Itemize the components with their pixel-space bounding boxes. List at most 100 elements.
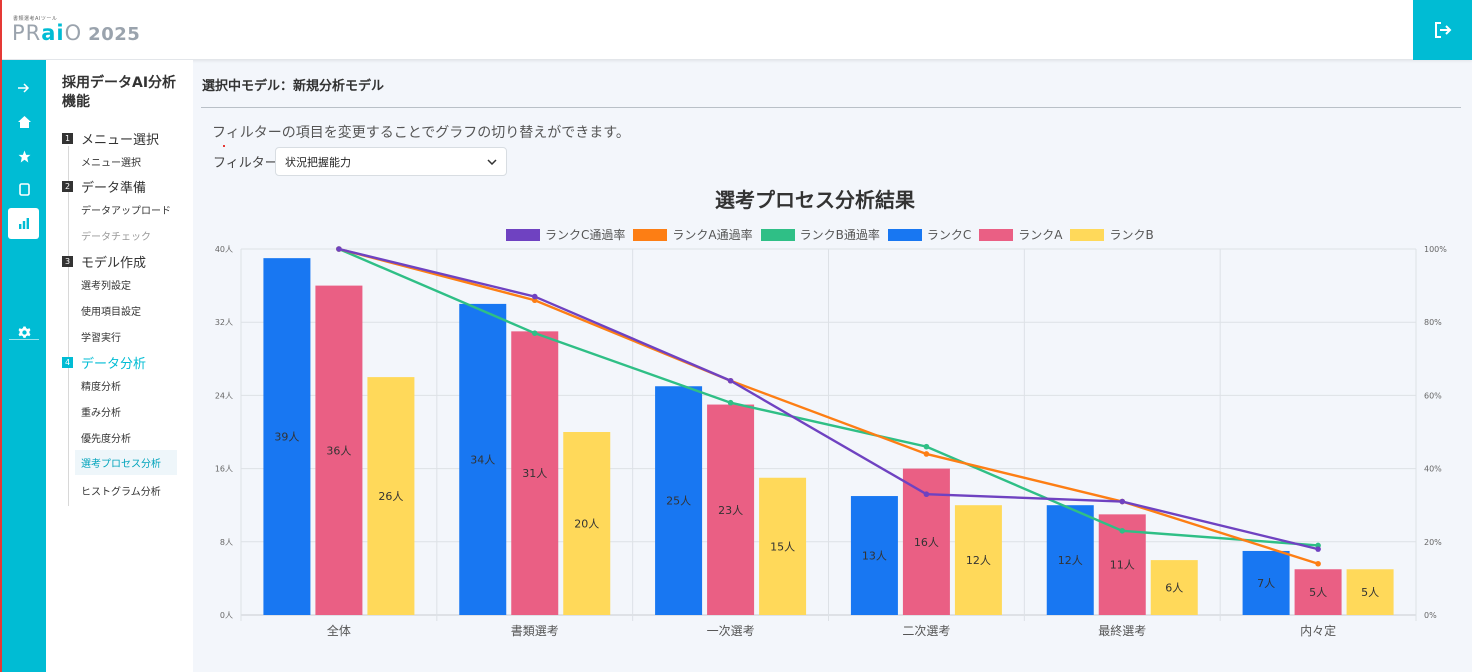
bar bbox=[850, 496, 898, 615]
bar bbox=[367, 377, 415, 615]
series-line bbox=[338, 247, 1319, 551]
bar bbox=[563, 432, 611, 615]
sidebar-item-used-items[interactable]: 使用項目設定 bbox=[81, 307, 141, 318]
legend-label: ランクC通過率 bbox=[545, 228, 626, 242]
y-left-tick-label: 0人 bbox=[220, 611, 233, 620]
y-right-tick-label: 80% bbox=[1424, 318, 1442, 327]
bar bbox=[1242, 550, 1290, 615]
bar-value-label: 15人 bbox=[770, 540, 795, 553]
bar-value-label: 16人 bbox=[914, 536, 939, 549]
bar bbox=[1046, 505, 1094, 615]
legend-item[interactable]: ランクB bbox=[1070, 226, 1154, 243]
section-number: 2 bbox=[62, 181, 73, 192]
sidebar-item-run-training[interactable]: 学習実行 bbox=[81, 333, 121, 344]
legend-swatch bbox=[887, 228, 922, 241]
filter-select[interactable]: 状況把握能力 bbox=[275, 147, 507, 176]
line-point bbox=[1315, 546, 1321, 552]
section-label: データ分析 bbox=[81, 357, 147, 372]
star-icon[interactable] bbox=[2, 143, 46, 169]
chart-title: 選考プロセス分析結果 bbox=[715, 188, 915, 212]
arrow-right-icon[interactable] bbox=[2, 75, 46, 101]
legend-swatch bbox=[506, 228, 540, 241]
line-point bbox=[727, 399, 734, 406]
sidebar-item-accuracy[interactable]: 精度分析 bbox=[81, 382, 121, 393]
bar-value-label: 12人 bbox=[966, 554, 991, 567]
line-point bbox=[336, 246, 342, 252]
series-line bbox=[338, 247, 1319, 565]
logo-text-pr: PR bbox=[12, 21, 42, 45]
sidebar-item-selection-columns[interactable]: 選考列設定 bbox=[81, 281, 131, 292]
app-logo[interactable]: PRaiO 2025 bbox=[12, 21, 140, 45]
bar-value-label: 31人 bbox=[522, 467, 547, 480]
x-tick-label: 全体 bbox=[327, 623, 351, 638]
legend-item[interactable]: ランクC bbox=[887, 226, 971, 243]
line-point bbox=[1119, 528, 1126, 534]
filter-select-value: 状況把握能力 bbox=[285, 155, 351, 169]
bar-chart-icon[interactable] bbox=[8, 208, 39, 239]
section-data-prep[interactable]: 2 データ準備 bbox=[62, 177, 146, 196]
home-icon[interactable] bbox=[2, 109, 46, 135]
window-edge bbox=[0, 0, 2, 672]
y-left-tick-label: 16人 bbox=[215, 465, 233, 474]
rail-divider bbox=[9, 339, 39, 340]
legend-item[interactable]: ランクB通過率 bbox=[760, 226, 880, 243]
legend-item[interactable]: ランクA通過率 bbox=[633, 226, 753, 243]
section-menu-select[interactable]: 1 メニュー選択 bbox=[62, 129, 159, 148]
filter-description: フィルターの項目を変更することでグラフの切り替えができます。 bbox=[212, 125, 630, 141]
document-icon[interactable] bbox=[2, 176, 46, 202]
sidebar-tree-line bbox=[68, 146, 69, 506]
y-left-tick-label: 40人 bbox=[215, 245, 233, 254]
y-left-tick-label: 8人 bbox=[220, 538, 233, 547]
legend-label: ランクB通過率 bbox=[799, 228, 880, 242]
bar-value-label: 6人 bbox=[1165, 582, 1183, 595]
y-right-tick-label: 100% bbox=[1424, 245, 1447, 254]
section-number: 4 bbox=[62, 357, 73, 368]
bar bbox=[511, 331, 559, 615]
section-label: モデル作成 bbox=[81, 256, 147, 271]
logout-icon bbox=[1434, 22, 1451, 38]
sidebar-item-priority[interactable]: 優先度分析 bbox=[81, 434, 131, 445]
bar bbox=[759, 477, 807, 615]
section-number: 1 bbox=[62, 133, 73, 144]
app-header: 書類選考AIツール PRaiO 2025 bbox=[0, 0, 1472, 60]
y-right-tick-label: 20% bbox=[1424, 538, 1442, 547]
legend-swatch bbox=[1070, 228, 1105, 241]
line-point bbox=[336, 246, 342, 252]
line-point bbox=[531, 297, 538, 304]
line-point bbox=[923, 443, 930, 450]
sidebar-item-data-check[interactable]: データチェック bbox=[81, 232, 151, 243]
sidebar-item-selection-process[interactable]: 選考プロセス分析 bbox=[75, 450, 177, 475]
logout-button[interactable] bbox=[1413, 0, 1472, 60]
legend-swatch bbox=[633, 228, 668, 241]
sidebar-item-histogram[interactable]: ヒストグラム分析 bbox=[81, 487, 161, 498]
line-point bbox=[1119, 498, 1126, 505]
legend-item[interactable]: ランクC通過率 bbox=[506, 226, 625, 243]
line-point bbox=[531, 330, 538, 336]
line-point bbox=[727, 377, 734, 384]
line-point bbox=[1315, 560, 1321, 567]
chevron-down-icon bbox=[487, 158, 497, 165]
legend-label: ランクB bbox=[1109, 228, 1154, 242]
filter-label: フィルター bbox=[213, 156, 278, 171]
legend-item[interactable]: ランクA bbox=[979, 226, 1062, 243]
bar-value-label: 7人 bbox=[1257, 577, 1275, 590]
title-divider bbox=[201, 107, 1461, 108]
series-line bbox=[338, 247, 1319, 547]
line-point bbox=[923, 491, 930, 498]
section-number: 3 bbox=[62, 256, 73, 267]
sidebar-item-data-upload[interactable]: データアップロード bbox=[81, 206, 171, 217]
bar bbox=[655, 386, 703, 615]
bar bbox=[1346, 569, 1394, 615]
logo-text-ai: ai bbox=[41, 21, 65, 45]
bar-value-label: 23人 bbox=[718, 504, 743, 517]
bar bbox=[459, 303, 507, 615]
section-model-build[interactable]: 3 モデル作成 bbox=[62, 252, 146, 271]
sidebar-item-weights[interactable]: 重み分析 bbox=[81, 408, 121, 419]
legend-label: ランクA通過率 bbox=[672, 228, 753, 242]
sidebar-item-menu-select[interactable]: メニュー選択 bbox=[81, 158, 141, 169]
gear-icon[interactable] bbox=[2, 319, 46, 345]
section-data-analysis[interactable]: 4 データ分析 bbox=[62, 353, 146, 372]
marker-dot bbox=[223, 145, 225, 147]
bar-value-label: 36人 bbox=[326, 444, 351, 457]
